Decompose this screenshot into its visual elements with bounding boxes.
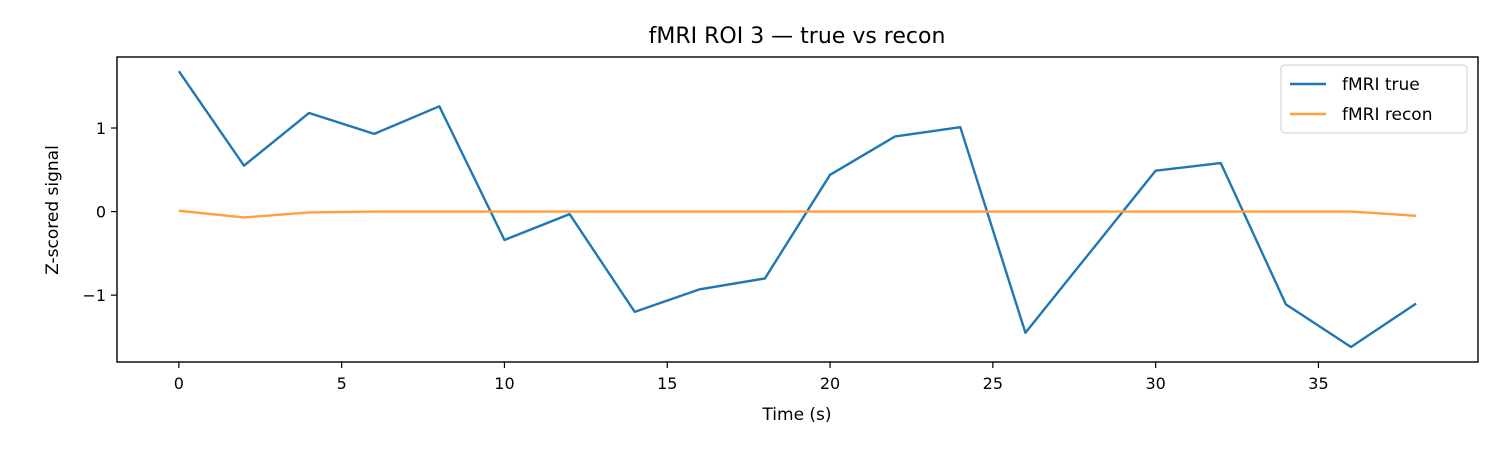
- legend-label-1: fMRI true: [1342, 75, 1420, 95]
- x-tick-label: 35: [1308, 374, 1328, 393]
- plot-area: 0 5 10 15 20 25 30 35 −1 0 1: [82, 56, 1479, 393]
- x-tick-label: 25: [983, 374, 1003, 393]
- y-tick-label: −1: [82, 286, 106, 305]
- x-tick-label: 10: [494, 374, 514, 393]
- x-axis-label: Time (s): [761, 405, 831, 425]
- x-tick-label: 15: [657, 374, 677, 393]
- x-tick-label: 20: [820, 374, 840, 393]
- chart-title: fMRI ROI 3 — true vs recon: [649, 24, 946, 49]
- y-tick-label: 0: [96, 203, 106, 222]
- legend: fMRI true fMRI recon: [1280, 64, 1468, 134]
- axes-frame: [116, 56, 1479, 363]
- x-tick-label: 0: [174, 374, 184, 393]
- y-tick-label: 1: [96, 119, 106, 138]
- series-line-1: [177, 70, 1417, 349]
- y-axis-label: Z-scored signal: [43, 145, 63, 275]
- x-tick-label: 5: [337, 374, 347, 393]
- x-tick-label: 30: [1145, 374, 1165, 393]
- legend-label-2: fMRI recon: [1342, 105, 1432, 125]
- legend-box: [1280, 64, 1468, 134]
- series-line-2: [178, 209, 1417, 219]
